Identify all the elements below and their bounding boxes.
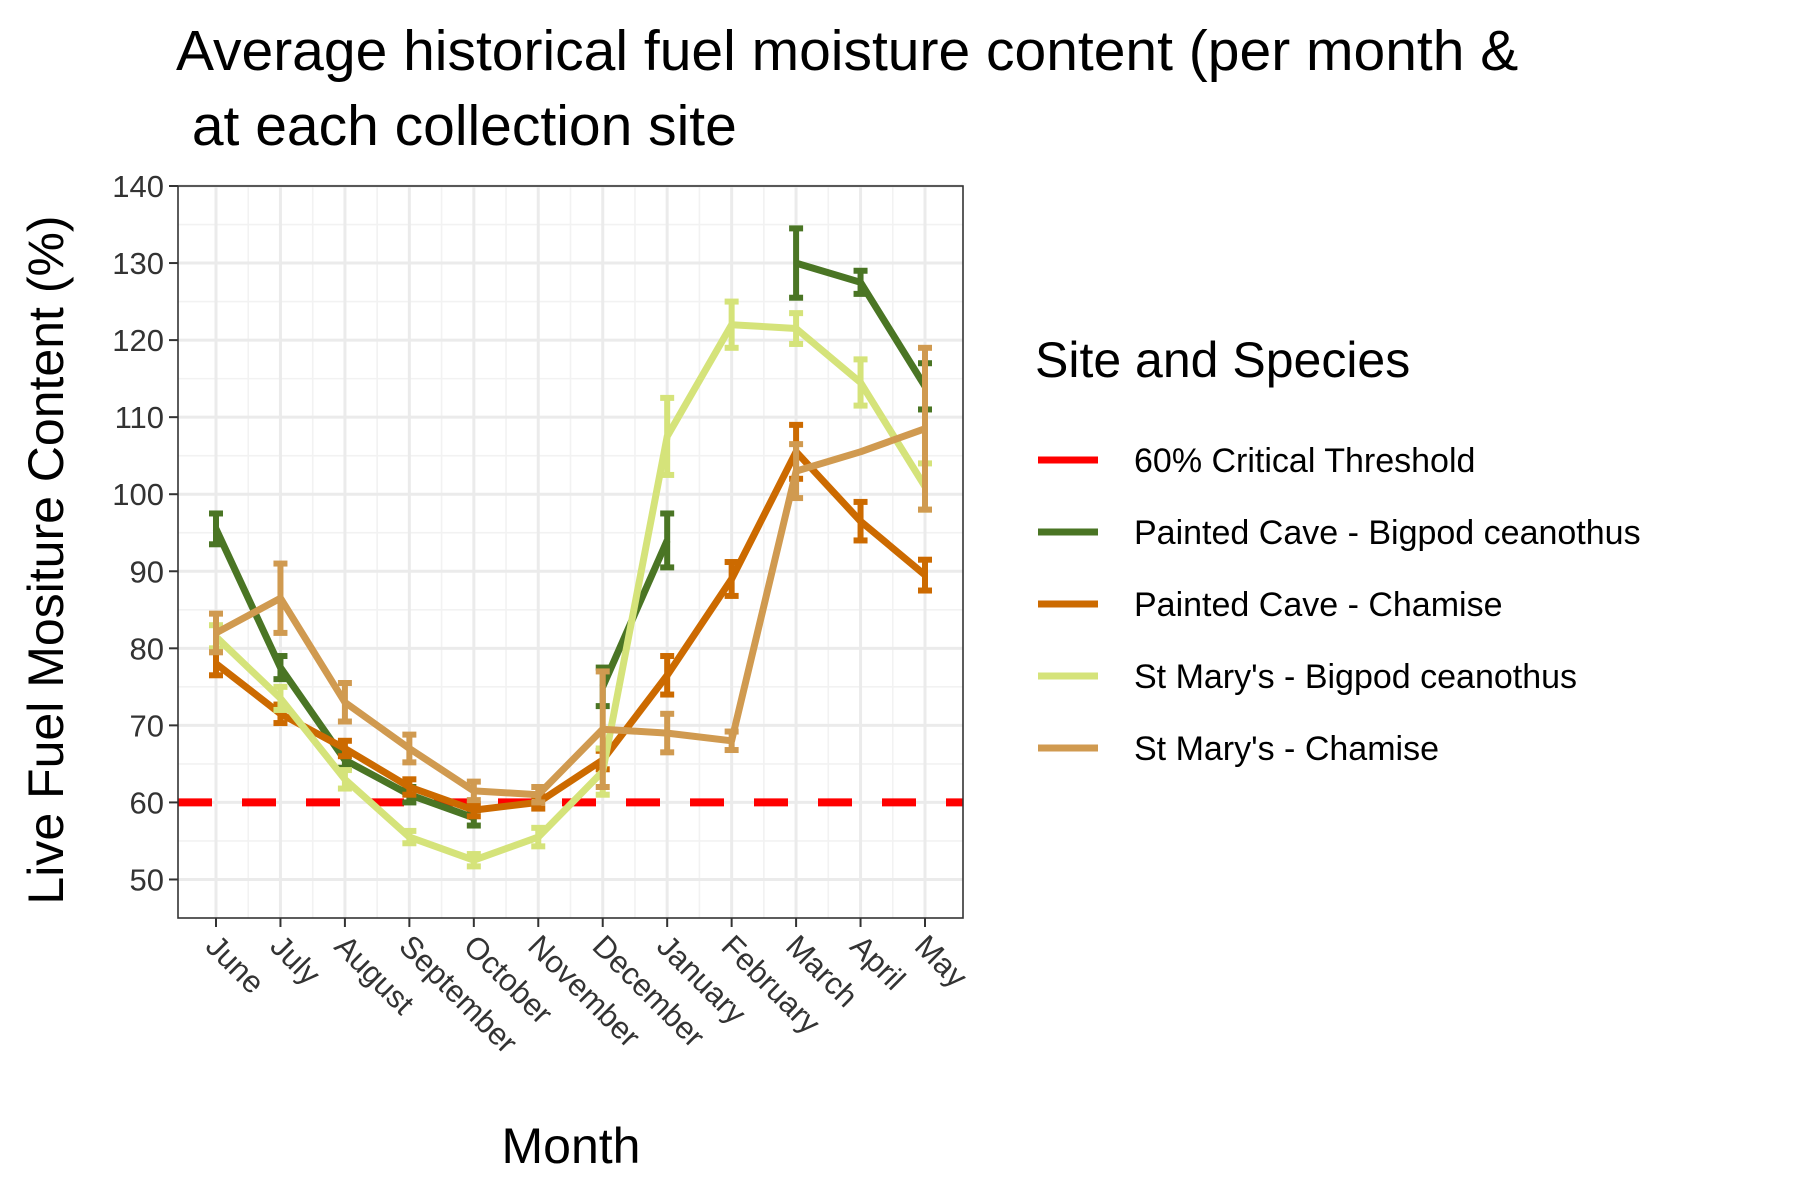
x-tick-label: July (264, 928, 328, 992)
y-tick-label: 70 (130, 708, 164, 743)
series-line (214, 425, 927, 799)
y-tick-label: 140 (112, 169, 164, 204)
x-axis-title: Month (502, 1118, 641, 1174)
series-line (213, 321, 928, 864)
legend-label: St Mary's - Bigpod ceanothus (1134, 658, 1577, 696)
legend-label: St Mary's - Chamise (1134, 730, 1439, 768)
y-tick-label: 90 (130, 554, 164, 589)
x-tick-label: June (199, 928, 271, 1000)
series-line (795, 259, 928, 389)
legend: Site and Species 60% Critical Threshold P… (1035, 332, 1641, 768)
chart-title-line2: at each collection site (176, 94, 737, 158)
x-tick-label: May (908, 928, 975, 995)
y-tick-label: 130 (112, 246, 164, 281)
y-axis-title: Live Fuel Mositure Content (%) (18, 215, 74, 904)
legend-label: Painted Cave - Bigpod ceanothus (1134, 514, 1641, 552)
legend-title: Site and Species (1035, 332, 1410, 388)
y-tick-label: 50 (130, 862, 164, 897)
y-tick-label: 100 (112, 477, 164, 512)
plot-panel-border (177, 185, 964, 919)
y-tick-label: 120 (112, 323, 164, 358)
series-line (212, 527, 475, 822)
legend-label: Painted Cave - Chamise (1134, 586, 1503, 624)
series-4 (209, 344, 932, 806)
series-layer (209, 225, 932, 870)
chart-title-line1: Average historical fuel moisture content… (176, 19, 1518, 83)
y-tick-label: 80 (130, 631, 164, 666)
y-tick-label: 110 (115, 400, 164, 435)
series-line (213, 448, 928, 814)
y-tick-label: 60 (130, 785, 164, 820)
series-3 (209, 298, 932, 870)
legend-label: 60% Critical Threshold (1134, 442, 1475, 480)
